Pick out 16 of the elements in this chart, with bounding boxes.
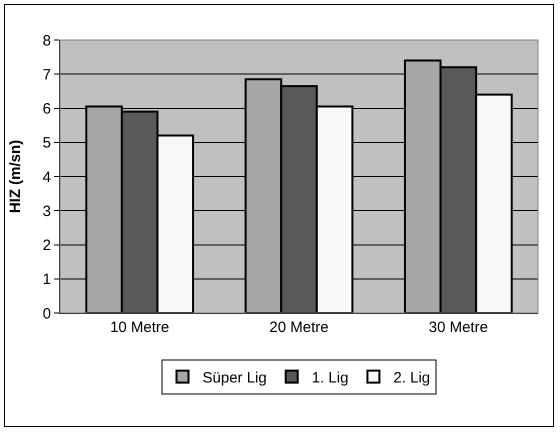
- x-tick-label: 10 Metre: [110, 319, 170, 336]
- y-tick-label: 3: [42, 202, 51, 220]
- legend-label: Süper Lig: [202, 370, 267, 387]
- y-axis-title: HIZ (m/sn): [7, 140, 24, 214]
- y-tick-label: 7: [42, 66, 51, 84]
- y-tick-label: 8: [42, 32, 51, 50]
- y-tick-label: 1: [42, 271, 51, 288]
- y-tick-label: 2: [42, 237, 51, 254]
- y-tick-label: 4: [42, 168, 51, 186]
- y-tick-label: 5: [42, 134, 51, 152]
- legend-label: 1. Lig: [312, 370, 348, 387]
- y-tick-label: 6: [42, 100, 51, 118]
- x-tick-label: 20 Metre: [269, 319, 329, 336]
- x-tick-label: 30 Metre: [428, 319, 488, 336]
- legend-label: 2. Lig: [393, 370, 430, 387]
- y-tick-label: 0: [42, 305, 51, 322]
